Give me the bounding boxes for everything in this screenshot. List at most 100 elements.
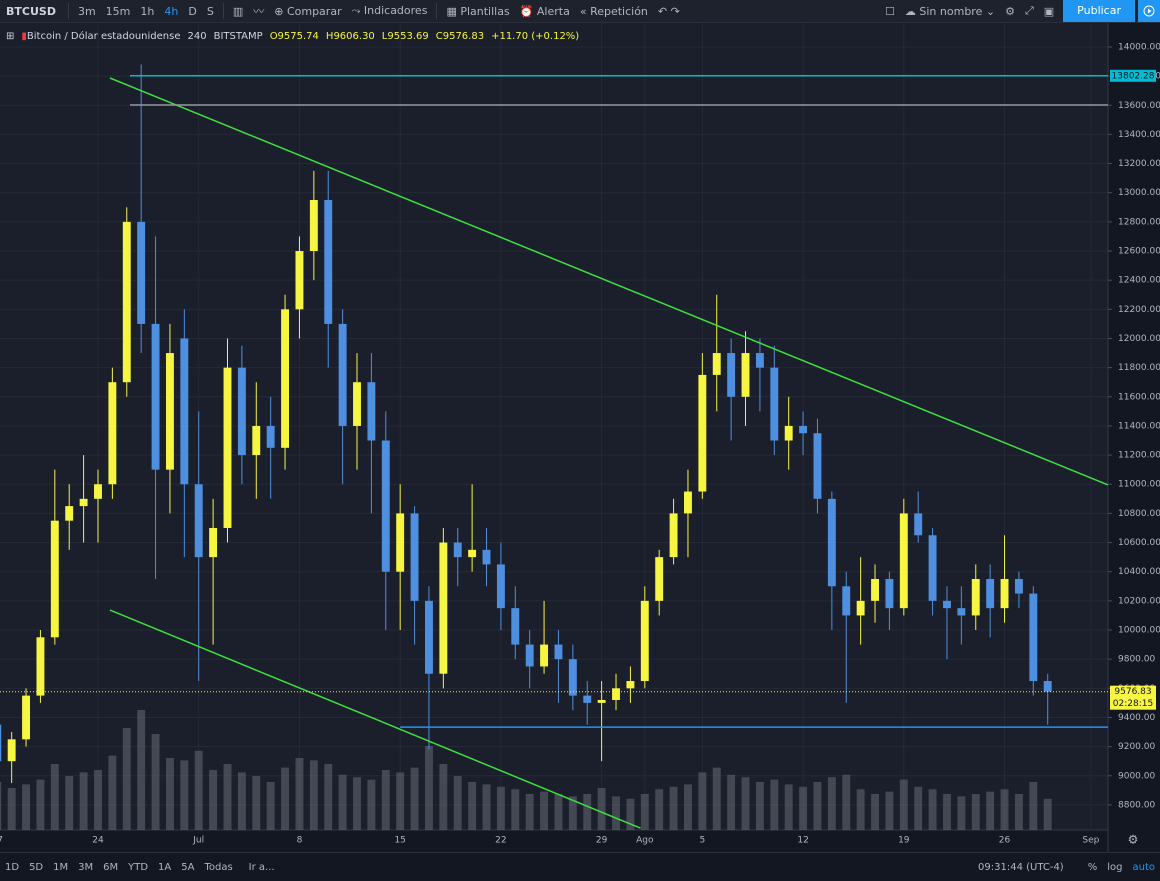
- goto-button[interactable]: Ir a...: [248, 861, 275, 873]
- x-tick-label: 24: [92, 836, 104, 846]
- volume-bar: [943, 794, 951, 830]
- interval[interactable]: 15m: [105, 4, 131, 18]
- candle-body: [755, 353, 764, 368]
- range-button[interactable]: Todas: [204, 861, 233, 873]
- candle-body: [784, 425, 793, 441]
- templates-button[interactable]: ▦ Plantillas: [446, 4, 510, 18]
- replay-button[interactable]: « Repetición: [579, 4, 648, 18]
- candle-body: [209, 527, 218, 558]
- chart: 8800.009000.009200.009400.009600.009800.…: [0, 23, 1160, 852]
- interval[interactable]: 3m: [77, 4, 96, 18]
- interval[interactable]: 4h: [164, 4, 179, 18]
- y-tick-label: 9200.00: [1118, 742, 1155, 752]
- candle-body: [827, 498, 836, 587]
- y-tick-label: 12800.00: [1118, 217, 1160, 227]
- volume-bar: [813, 782, 822, 830]
- candle-body: [439, 542, 448, 674]
- candle-body: [799, 425, 808, 434]
- volume-bar: [914, 786, 923, 830]
- play-button[interactable]: [1138, 0, 1160, 22]
- volume-bar: [7, 788, 16, 830]
- percent-toggle[interactable]: %: [1087, 861, 1098, 873]
- volume-bar: [381, 770, 390, 830]
- layout-label: Sin nombre: [919, 4, 983, 18]
- volume-bar: [741, 777, 750, 830]
- volume-bar: [439, 764, 448, 830]
- candle-body: [986, 578, 995, 609]
- snapshot-button[interactable]: ▣: [1043, 4, 1055, 18]
- range-button[interactable]: 3M: [78, 861, 94, 873]
- range-button[interactable]: 6M: [103, 861, 119, 873]
- range-button[interactable]: YTD: [128, 861, 149, 873]
- interval[interactable]: D: [188, 4, 197, 18]
- range-button[interactable]: 5D: [29, 861, 44, 873]
- candle-body: [1014, 578, 1023, 594]
- volume-bar: [612, 796, 620, 830]
- candle-body: [122, 221, 131, 383]
- candle-body: [655, 557, 664, 601]
- volume-bar: [36, 779, 45, 830]
- candle-body: [899, 513, 908, 609]
- volume-bar: [712, 767, 721, 830]
- x-tick-label: 26: [999, 836, 1011, 846]
- candle-body: [770, 367, 779, 441]
- y-tick-label: 13000.00: [1118, 188, 1160, 198]
- chart-type-icon[interactable]: ▥: [232, 4, 244, 18]
- axis-labels: 8800.009000.009200.009400.009600.009800.…: [0, 42, 1160, 845]
- volume-bar: [655, 789, 664, 830]
- candle-body: [496, 564, 505, 609]
- undo-button[interactable]: ↶ ↷: [657, 4, 680, 18]
- candle-layer: [0, 64, 1052, 784]
- range-button[interactable]: 5A: [181, 861, 195, 873]
- interval[interactable]: S: [206, 4, 214, 18]
- price-line-label-box: [1110, 69, 1156, 82]
- volume-bar: [194, 750, 203, 830]
- volume-bar: [827, 777, 836, 830]
- volume-bar: [1043, 798, 1052, 830]
- legend-toggle[interactable]: ⊞: [6, 31, 15, 42]
- symbol[interactable]: BTCUSD: [6, 4, 56, 18]
- candle-body: [194, 484, 203, 558]
- log-toggle[interactable]: log: [1107, 861, 1123, 873]
- candle-body: [353, 382, 361, 426]
- volume-bar: [885, 791, 894, 830]
- axis-settings-icon[interactable]: ⚙: [1128, 833, 1139, 847]
- last-price-box: [1110, 685, 1156, 710]
- compare-button[interactable]: ⊕ Comparar: [274, 4, 342, 18]
- layout-button[interactable]: ☁ Sin nombre ⌄: [904, 4, 996, 18]
- candle-body: [712, 353, 721, 375]
- candle-body: [871, 578, 879, 601]
- volume-bar: [755, 782, 764, 830]
- volume-bar: [1000, 789, 1009, 830]
- publish-button[interactable]: Publicar: [1063, 0, 1135, 22]
- range-button[interactable]: 1M: [53, 861, 69, 873]
- range-button[interactable]: 1A: [158, 861, 172, 873]
- alert-button[interactable]: ⏰ Alerta: [519, 4, 570, 18]
- volume-bar: [669, 786, 678, 830]
- candle-body: [554, 644, 563, 660]
- indicators-button[interactable]: ⤳ Indicadores: [351, 4, 428, 17]
- volume-bar: [281, 767, 290, 830]
- alert-label: Alerta: [536, 4, 570, 18]
- y-tick-label: 11400.00: [1118, 421, 1160, 431]
- auto-toggle[interactable]: auto: [1132, 861, 1155, 873]
- indicator-icon[interactable]: 〰: [253, 5, 265, 18]
- interval[interactable]: 1h: [140, 4, 155, 18]
- x-tick-label: Sep: [1082, 836, 1099, 846]
- expand-button[interactable]: ⤢: [1024, 4, 1034, 17]
- candle-body: [94, 484, 102, 499]
- volume-bar: [770, 779, 779, 830]
- volume-layer: [0, 710, 1052, 830]
- range-button[interactable]: 1D: [5, 861, 20, 873]
- volume-bar: [22, 784, 31, 830]
- separator: [222, 3, 224, 19]
- series-name: ▮Bitcoin / Dólar estadounidense: [21, 31, 181, 42]
- candle-body: [468, 549, 477, 558]
- candle-body: [669, 513, 678, 558]
- volume-bar: [324, 764, 333, 830]
- candle-body: [1029, 593, 1038, 682]
- candle-body: [813, 433, 822, 499]
- replay-label: Repetición: [590, 4, 648, 18]
- fullscreen-toggle[interactable]: ☐: [885, 4, 895, 18]
- settings-button[interactable]: ⚙: [1005, 4, 1015, 18]
